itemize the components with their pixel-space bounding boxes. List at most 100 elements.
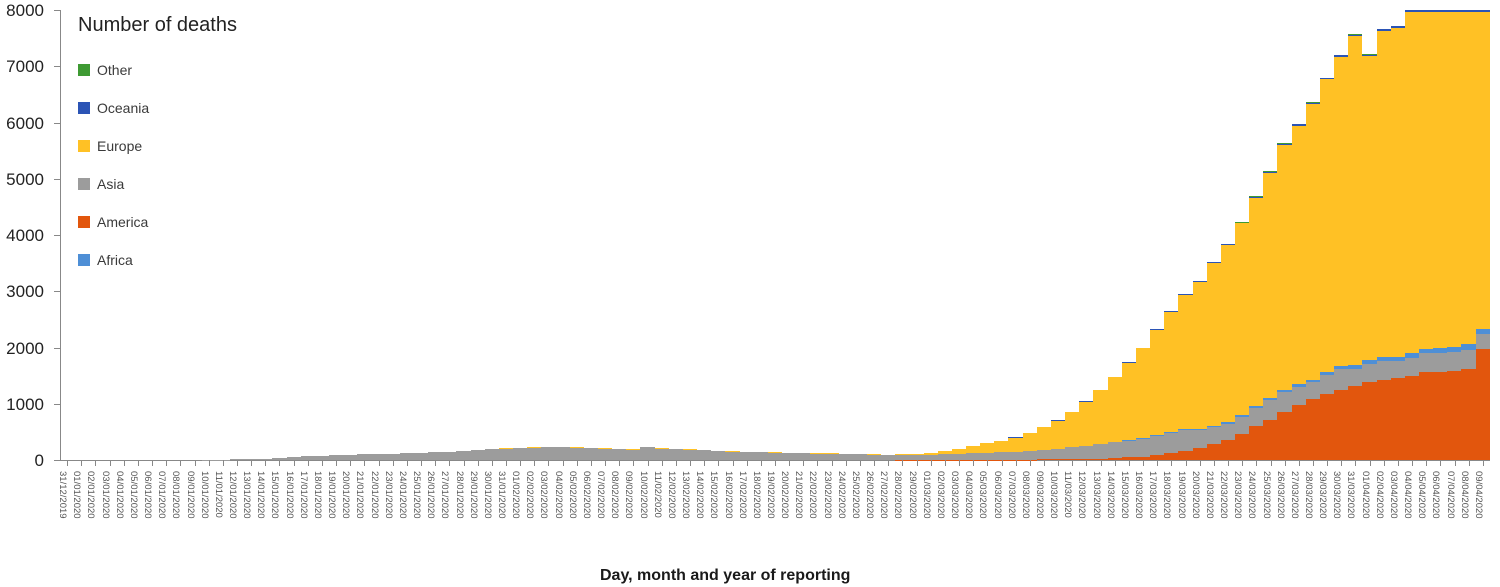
bar-column-13-02-2020[interactable] [683, 10, 697, 460]
bar-column-20-01-2020[interactable] [343, 10, 357, 460]
bar-column-05-04-2020[interactable] [1419, 10, 1433, 460]
asia-segment-03-04-2020[interactable] [1391, 361, 1405, 378]
asia-segment-11-02-2020[interactable] [655, 449, 669, 460]
bar-column-12-03-2020[interactable] [1079, 10, 1093, 460]
bar-column-20-03-2020[interactable] [1193, 10, 1207, 460]
america-segment-18-03-2020[interactable] [1164, 453, 1178, 460]
america-segment-26-03-2020[interactable] [1277, 412, 1291, 460]
america-segment-08-04-2020[interactable] [1461, 369, 1475, 460]
europe-segment-22-03-2020[interactable] [1221, 245, 1235, 422]
bar-column-02-02-2020[interactable] [527, 10, 541, 460]
bar-column-17-01-2020[interactable] [301, 10, 315, 460]
america-segment-21-03-2020[interactable] [1207, 444, 1221, 460]
europe-segment-26-03-2020[interactable] [1277, 145, 1291, 390]
asia-segment-26-01-2020[interactable] [428, 452, 442, 460]
europe-segment-04-04-2020[interactable] [1405, 12, 1419, 353]
asia-segment-10-03-2020[interactable] [1051, 449, 1065, 460]
asia-segment-25-01-2020[interactable] [414, 453, 428, 460]
bar-column-26-01-2020[interactable] [428, 10, 442, 460]
asia-segment-26-03-2020[interactable] [1277, 392, 1291, 412]
asia-segment-07-04-2020[interactable] [1447, 352, 1461, 371]
bar-column-16-02-2020[interactable] [725, 10, 739, 460]
europe-segment-11-03-2020[interactable] [1065, 412, 1079, 447]
asia-segment-20-02-2020[interactable] [782, 453, 796, 460]
asia-segment-01-04-2020[interactable] [1362, 364, 1376, 383]
asia-segment-30-03-2020[interactable] [1334, 369, 1348, 389]
asia-segment-05-02-2020[interactable] [570, 448, 584, 460]
asia-segment-16-03-2020[interactable] [1136, 439, 1150, 457]
bar-column-28-01-2020[interactable] [456, 10, 470, 460]
asia-segment-27-03-2020[interactable] [1292, 387, 1306, 405]
asia-segment-11-03-2020[interactable] [1065, 447, 1079, 459]
america-segment-19-03-2020[interactable] [1178, 451, 1192, 460]
bar-column-15-02-2020[interactable] [711, 10, 725, 460]
bar-column-04-03-2020[interactable] [966, 10, 980, 460]
bar-column-18-01-2020[interactable] [315, 10, 329, 460]
europe-segment-09-04-2020[interactable] [1476, 12, 1490, 329]
america-segment-22-03-2020[interactable] [1221, 440, 1235, 460]
america-segment-24-03-2020[interactable] [1249, 426, 1263, 460]
america-segment-27-03-2020[interactable] [1292, 405, 1306, 460]
europe-segment-27-03-2020[interactable] [1292, 126, 1306, 385]
europe-segment-16-03-2020[interactable] [1136, 348, 1150, 438]
bar-column-21-01-2020[interactable] [357, 10, 371, 460]
europe-segment-07-03-2020[interactable] [1008, 438, 1022, 452]
bar-column-02-01-2020[interactable] [88, 10, 102, 460]
bar-column-23-03-2020[interactable] [1235, 10, 1249, 460]
asia-segment-06-03-2020[interactable] [994, 452, 1008, 459]
asia-segment-08-03-2020[interactable] [1023, 451, 1037, 459]
asia-segment-24-01-2020[interactable] [400, 453, 414, 460]
america-segment-29-03-2020[interactable] [1320, 394, 1334, 460]
america-segment-02-04-2020[interactable] [1377, 380, 1391, 460]
bar-column-29-02-2020[interactable] [909, 10, 923, 460]
asia-segment-09-03-2020[interactable] [1037, 450, 1051, 460]
bar-column-30-03-2020[interactable] [1334, 10, 1348, 460]
europe-segment-23-03-2020[interactable] [1235, 223, 1249, 414]
bar-column-02-03-2020[interactable] [938, 10, 952, 460]
bar-column-24-01-2020[interactable] [400, 10, 414, 460]
bar-column-08-04-2020[interactable] [1461, 10, 1475, 460]
bar-column-16-01-2020[interactable] [287, 10, 301, 460]
bar-column-26-02-2020[interactable] [867, 10, 881, 460]
asia-segment-18-03-2020[interactable] [1164, 433, 1178, 453]
bar-column-06-02-2020[interactable] [584, 10, 598, 460]
america-segment-04-04-2020[interactable] [1405, 376, 1419, 460]
bar-column-03-02-2020[interactable] [541, 10, 555, 460]
asia-segment-18-02-2020[interactable] [754, 452, 768, 460]
asia-segment-01-02-2020[interactable] [513, 448, 527, 460]
bar-column-16-03-2020[interactable] [1136, 10, 1150, 460]
bar-column-07-04-2020[interactable] [1447, 10, 1461, 460]
asia-segment-16-02-2020[interactable] [725, 452, 739, 460]
europe-segment-12-03-2020[interactable] [1079, 402, 1093, 446]
bar-column-23-01-2020[interactable] [386, 10, 400, 460]
bar-column-25-03-2020[interactable] [1263, 10, 1277, 460]
bar-column-01-02-2020[interactable] [513, 10, 527, 460]
bar-column-21-02-2020[interactable] [796, 10, 810, 460]
asia-segment-06-04-2020[interactable] [1433, 353, 1447, 372]
bar-column-27-01-2020[interactable] [442, 10, 456, 460]
europe-segment-08-04-2020[interactable] [1461, 12, 1475, 344]
bar-column-22-03-2020[interactable] [1221, 10, 1235, 460]
europe-segment-21-03-2020[interactable] [1207, 263, 1221, 426]
america-segment-01-04-2020[interactable] [1362, 382, 1376, 460]
asia-segment-12-03-2020[interactable] [1079, 446, 1093, 459]
bar-column-31-01-2020[interactable] [499, 10, 513, 460]
bar-column-10-02-2020[interactable] [640, 10, 654, 460]
europe-segment-06-04-2020[interactable] [1433, 12, 1447, 348]
asia-segment-29-03-2020[interactable] [1320, 375, 1334, 394]
bar-column-09-04-2020[interactable] [1476, 10, 1490, 460]
asia-segment-20-03-2020[interactable] [1193, 430, 1207, 449]
asia-segment-17-03-2020[interactable] [1150, 436, 1164, 455]
asia-segment-09-02-2020[interactable] [626, 450, 640, 460]
bar-column-06-04-2020[interactable] [1433, 10, 1447, 460]
europe-segment-08-03-2020[interactable] [1023, 433, 1037, 451]
europe-segment-24-03-2020[interactable] [1249, 198, 1263, 406]
asia-segment-06-02-2020[interactable] [584, 448, 598, 460]
asia-segment-23-03-2020[interactable] [1235, 417, 1249, 434]
asia-segment-07-03-2020[interactable] [1008, 452, 1022, 460]
america-segment-09-04-2020[interactable] [1476, 349, 1490, 460]
asia-segment-03-02-2020[interactable] [541, 447, 555, 460]
bar-column-17-03-2020[interactable] [1150, 10, 1164, 460]
europe-segment-09-03-2020[interactable] [1037, 427, 1051, 450]
europe-segment-20-03-2020[interactable] [1193, 282, 1207, 428]
